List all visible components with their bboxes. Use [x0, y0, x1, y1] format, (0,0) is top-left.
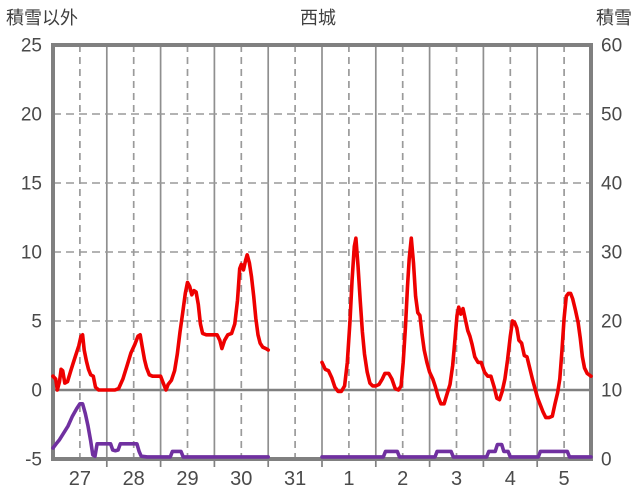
left-axis-tick-label: 15 [21, 174, 42, 195]
x-axis-tick-label: 4 [505, 468, 516, 490]
purple-series-line [51, 402, 270, 459]
left-axis-tick-label: 25 [21, 36, 42, 57]
x-axis-tick-label: 30 [230, 468, 252, 490]
x-axis-tick-label: 28 [123, 468, 145, 490]
x-axis-tick-label: 1 [343, 468, 354, 490]
x-axis-tick-label: 31 [284, 468, 306, 490]
right-axis-title: 積雪 [596, 8, 632, 28]
right-axis-tick-label: 60 [601, 36, 622, 57]
chart-title: 西城 [300, 8, 336, 28]
left-axis-tick-label: 20 [21, 105, 42, 126]
right-axis-tick-label: 20 [601, 312, 622, 333]
x-axis-tick-label: 3 [451, 468, 462, 490]
left-axis-title: 積雪以外 [6, 8, 78, 28]
red-series-line [320, 236, 593, 420]
left-axis-tick-label: -5 [25, 450, 42, 471]
purple-series-line [320, 442, 593, 459]
x-axis-tick-label: 5 [559, 468, 570, 490]
right-axis-tick-label: 50 [601, 105, 622, 126]
left-axis-tick-label: 0 [31, 381, 42, 402]
red-series-line [51, 253, 270, 392]
right-axis-tick-label: 10 [601, 381, 622, 402]
right-axis-tick-label: 40 [601, 174, 622, 195]
plot-frame [51, 43, 593, 461]
right-axis-tick-label: 0 [601, 450, 612, 471]
x-axis-tick-label: 27 [69, 468, 91, 490]
x-axis-tick-label: 2 [397, 468, 408, 490]
right-axis-tick-label: 30 [601, 243, 622, 264]
left-axis-tick-label: 10 [21, 243, 42, 264]
left-axis-tick-label: 5 [31, 312, 42, 333]
x-axis-tick-label: 29 [176, 468, 198, 490]
